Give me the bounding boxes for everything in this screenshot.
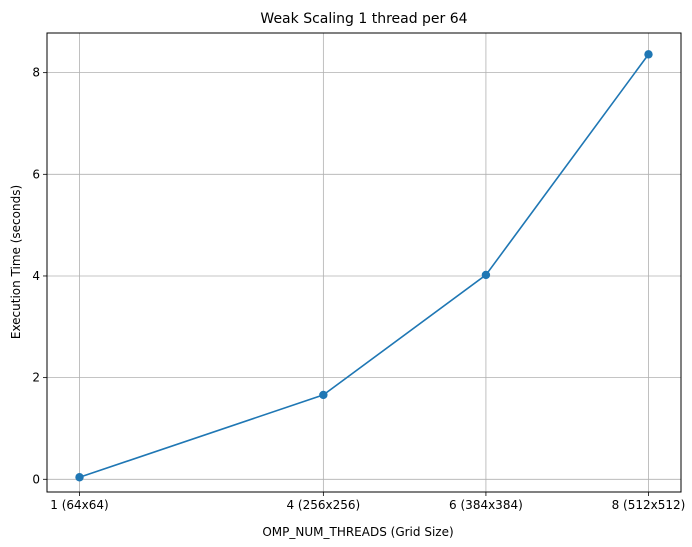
x-tick-label: 1 (64x64) (50, 498, 108, 512)
x-tick-label: 4 (256x256) (286, 498, 360, 512)
y-tick-label: 0 (32, 472, 40, 486)
plot-frame (46, 32, 682, 493)
ticks: 1 (64x64) 4 (256x256) 6 (384x384) 8 (512x51… (32, 66, 685, 512)
grid (47, 33, 681, 492)
y-tick-label: 6 (32, 167, 40, 181)
data-point (644, 50, 653, 59)
chart-title: Weak Scaling 1 thread per 64 (260, 11, 467, 27)
y-axis-label: Execution Time (seconds) (9, 185, 23, 339)
x-tick-label: 8 (512x512) (612, 498, 686, 512)
data-layer (75, 50, 653, 482)
y-tick-label: 4 (32, 269, 40, 283)
x-tick-label: 6 (384x384) (449, 498, 523, 512)
data-point (481, 270, 491, 280)
y-tick-label: 8 (32, 66, 40, 80)
data-point (319, 390, 328, 400)
data-point (75, 473, 84, 482)
x-axis-label: OMP_NUM_THREADS (Grid Size) (262, 525, 453, 539)
series-line (79, 53, 650, 479)
y-tick-label: 2 (32, 371, 40, 385)
